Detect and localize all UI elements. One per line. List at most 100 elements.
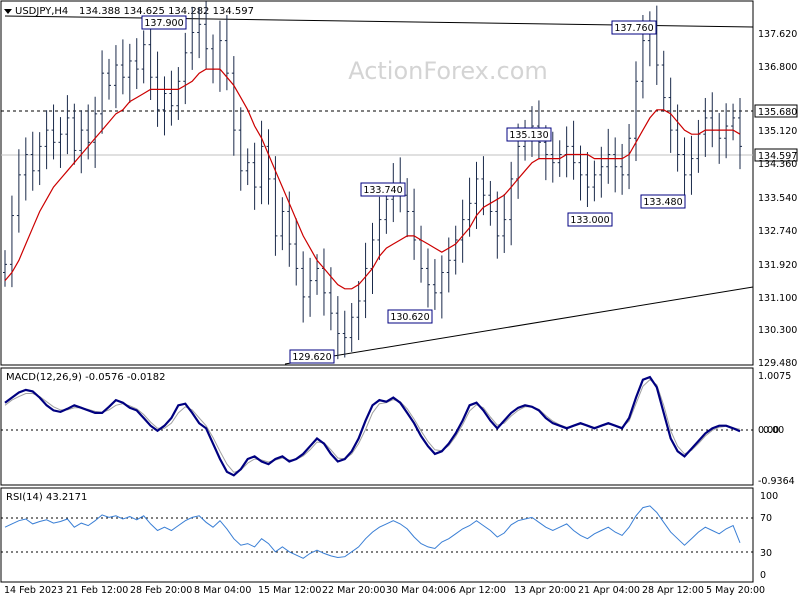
last-price-label: 134.597 xyxy=(758,151,797,162)
price-bar xyxy=(273,156,278,256)
price-bar xyxy=(51,104,56,160)
price-bar xyxy=(238,107,243,191)
price-bar xyxy=(266,129,271,205)
price-bar xyxy=(204,1,209,69)
price-bar xyxy=(120,39,125,95)
price-bar xyxy=(183,32,188,105)
price-bar xyxy=(668,77,673,153)
time-tick: 14 Feb 2023 xyxy=(4,585,63,596)
price-bar xyxy=(620,143,625,195)
annotation-133000-text: 133.000 xyxy=(570,215,609,226)
annotation-135130-text: 135.130 xyxy=(509,130,548,141)
annotation-137900-text: 137.900 xyxy=(144,18,183,29)
price-bar xyxy=(100,50,105,134)
price-bar xyxy=(731,103,736,141)
price-bar xyxy=(606,128,611,184)
macd-axis: 1.0075 0.00 0.00 -0.9364 xyxy=(758,371,795,487)
price-bar xyxy=(689,135,694,195)
price-bar xyxy=(675,104,680,172)
price-bar xyxy=(162,76,167,136)
price-bar xyxy=(446,237,451,293)
price-tick: 131.920 xyxy=(758,260,797,271)
lower-trendline xyxy=(284,286,754,365)
price-bar xyxy=(37,132,42,186)
time-tick: 22 Mar 20:00 xyxy=(322,585,385,596)
price-bar xyxy=(613,137,618,193)
price-bar xyxy=(127,43,132,103)
annotation-129620: 129.620 xyxy=(289,349,335,364)
price-axis: 137.620 136.800 135.120 133.540 132.740 … xyxy=(754,29,798,369)
price-bar xyxy=(585,152,590,208)
price-bar xyxy=(44,110,49,170)
price-tick: 135.120 xyxy=(758,126,797,137)
rsi-panel-frame xyxy=(0,487,754,583)
price-bar xyxy=(72,103,77,165)
last-price-box xyxy=(754,148,798,162)
annotation-133000: 133.000 xyxy=(567,212,613,227)
annotation-129620-text: 129.620 xyxy=(292,352,331,363)
price-bar xyxy=(592,160,597,202)
price-bar xyxy=(432,259,437,310)
price-bar xyxy=(439,255,444,319)
time-tick: 28 Apr 12:00 xyxy=(642,585,704,596)
price-bar xyxy=(23,137,28,201)
resistance-price-box xyxy=(754,104,798,118)
ohlc-values: 134.388 134.625 134.282 134.597 xyxy=(79,6,254,17)
price-bar xyxy=(405,178,410,238)
macd-line xyxy=(4,375,741,477)
time-tick: 8 Mar 04:00 xyxy=(194,585,251,596)
macd-panel-frame xyxy=(0,367,754,486)
price-tick: 137.620 xyxy=(758,29,797,40)
price-tick: 134.360 xyxy=(758,159,797,170)
price-bar xyxy=(197,7,202,59)
price-bar xyxy=(495,191,500,259)
annotation-137760-text: 137.760 xyxy=(614,23,653,34)
annotation-137760: 137.760 xyxy=(611,20,657,35)
time-axis: 14 Feb 2023 21 Feb 12:00 28 Feb 20:00 8 … xyxy=(4,585,765,596)
price-bar xyxy=(661,50,666,112)
symbol-timeframe: USDJPY,H4 xyxy=(15,6,68,17)
price-bar xyxy=(412,188,417,260)
price-tick: 131.100 xyxy=(758,293,797,304)
price-bar xyxy=(93,96,98,168)
price-bars xyxy=(3,1,742,360)
macd-tick: 1.0075 xyxy=(758,371,791,382)
resistance-price-label: 135.680 xyxy=(758,107,797,118)
price-bar xyxy=(65,95,70,155)
price-bar xyxy=(141,30,146,84)
time-tick: 28 Feb 20:00 xyxy=(130,585,192,596)
price-bar xyxy=(259,120,264,205)
dropdown-triangle-icon[interactable] xyxy=(4,9,12,14)
price-tick: 136.800 xyxy=(758,62,797,73)
price-bar xyxy=(134,38,139,90)
price-bar xyxy=(335,296,340,360)
macd-tick: -0.9364 xyxy=(758,476,795,487)
price-bar xyxy=(86,104,91,160)
macd-tick: 0.00 xyxy=(763,425,784,436)
price-bar xyxy=(30,131,35,191)
price-bar xyxy=(550,131,555,183)
rsi-tick: 0 xyxy=(760,570,766,581)
price-bar xyxy=(107,58,112,100)
price-tick: 133.540 xyxy=(758,193,797,204)
price-bar xyxy=(113,45,118,109)
price-bar xyxy=(682,137,687,201)
price-bar xyxy=(453,225,458,275)
price-bar xyxy=(169,70,174,126)
rsi-axis: 100 70 30 0 xyxy=(760,491,778,581)
annotation-135130: 135.130 xyxy=(506,127,552,142)
rsi-tick: 100 xyxy=(760,491,778,502)
price-bar xyxy=(633,61,638,162)
price-bar xyxy=(148,24,153,101)
price-bar xyxy=(571,120,576,180)
price-bar xyxy=(627,124,632,190)
time-tick: 21 Feb 12:00 xyxy=(66,585,128,596)
price-bar xyxy=(231,56,236,156)
time-tick: 6 Apr 12:00 xyxy=(450,585,506,596)
price-bar xyxy=(328,267,333,331)
price-bar xyxy=(58,117,63,168)
price-tick: 129.480 xyxy=(758,358,797,369)
price-header: USDJPY,H4 134.388 134.625 134.282 134.59… xyxy=(4,6,254,17)
annotation-137900: 137.900 xyxy=(141,15,187,30)
